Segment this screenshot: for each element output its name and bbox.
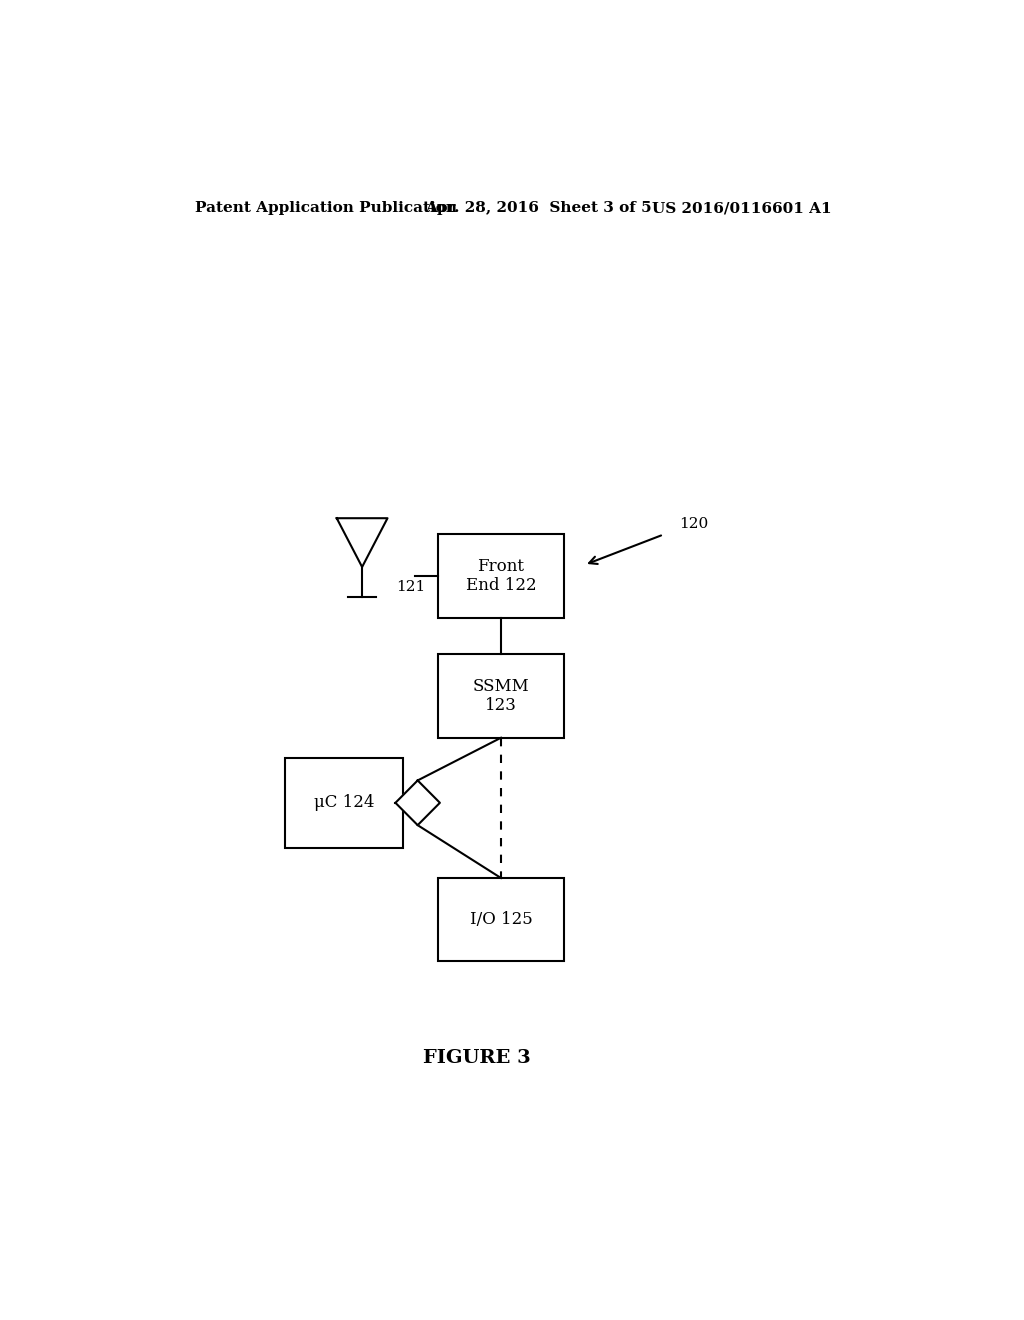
Polygon shape bbox=[395, 780, 440, 825]
Text: FIGURE 3: FIGURE 3 bbox=[423, 1049, 531, 1067]
Text: Patent Application Publication: Patent Application Publication bbox=[196, 201, 458, 215]
Bar bbox=[285, 758, 402, 847]
Text: Apr. 28, 2016  Sheet 3 of 5: Apr. 28, 2016 Sheet 3 of 5 bbox=[426, 201, 652, 215]
Text: SSMM
123: SSMM 123 bbox=[473, 677, 529, 714]
Text: I/O 125: I/O 125 bbox=[470, 911, 532, 928]
Text: US 2016/0116601 A1: US 2016/0116601 A1 bbox=[652, 201, 831, 215]
Text: 121: 121 bbox=[396, 581, 426, 594]
Bar bbox=[437, 655, 564, 738]
Bar bbox=[437, 535, 564, 618]
Text: 120: 120 bbox=[680, 517, 709, 532]
Bar bbox=[437, 878, 564, 961]
Text: μC 124: μC 124 bbox=[313, 795, 374, 812]
Text: Front
End 122: Front End 122 bbox=[466, 558, 537, 594]
